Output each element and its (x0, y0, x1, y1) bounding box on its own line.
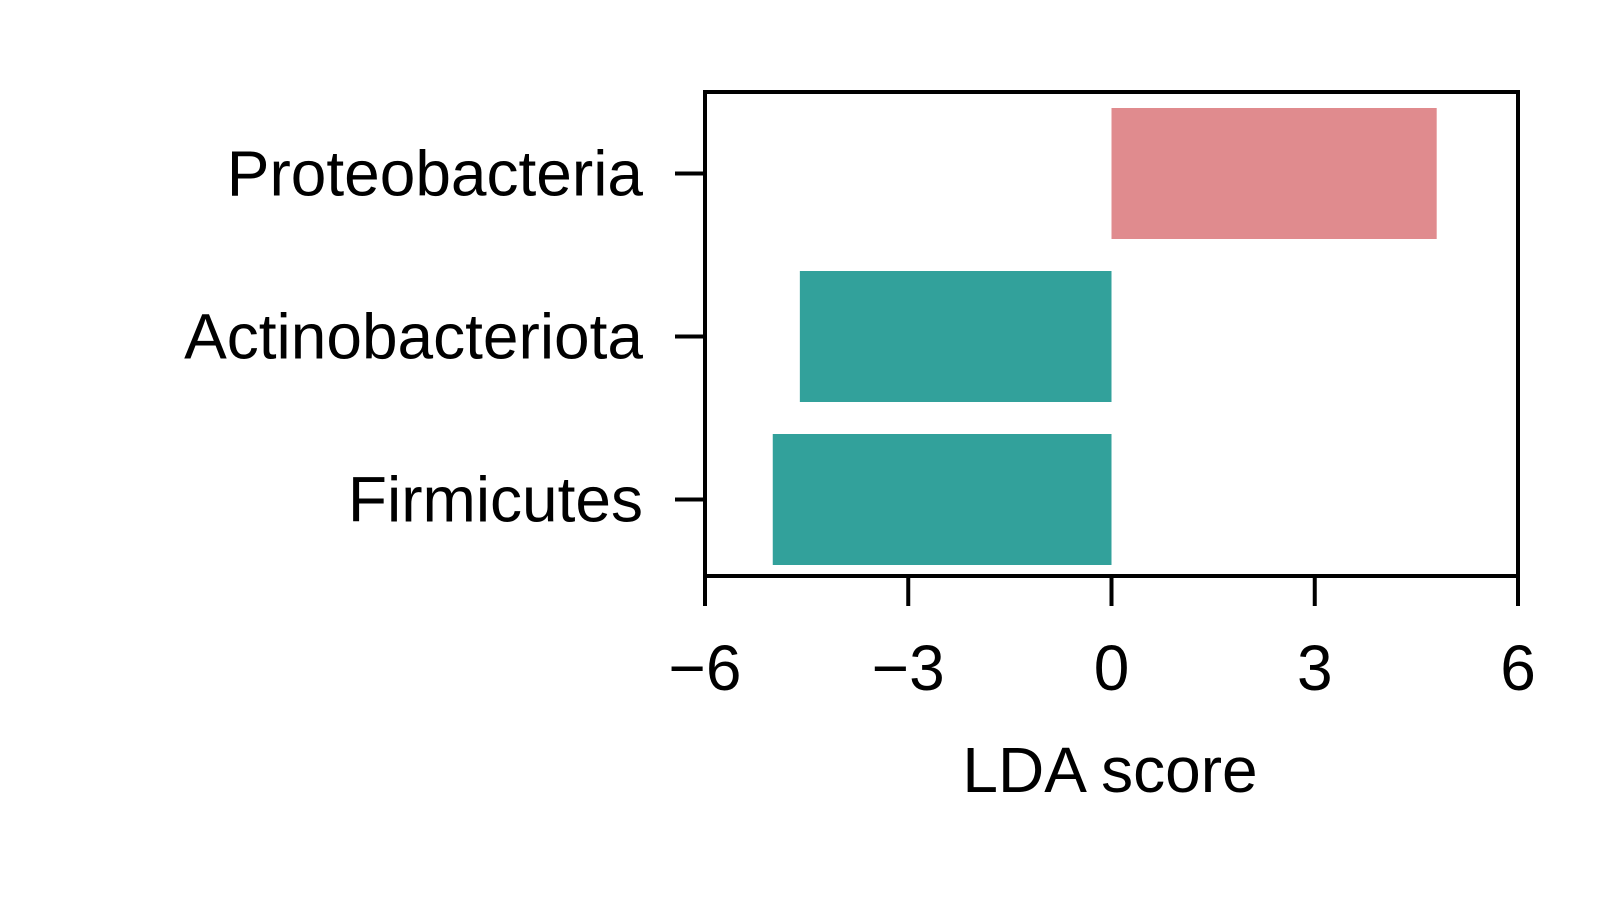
x-tick-label: 0 (1094, 632, 1130, 704)
x-tick-label: 6 (1500, 632, 1536, 704)
x-axis-label: LDA score (962, 734, 1257, 806)
x-axis: −6 −3 0 3 6 (669, 576, 1536, 704)
bars-group (772, 108, 1437, 565)
x-tick-label: −6 (669, 632, 742, 704)
y-tick-label: Actinobacteriota (184, 301, 643, 373)
bar-actinobacteriota (799, 271, 1112, 402)
x-tick-label: 3 (1297, 632, 1333, 704)
y-tick-label: Firmicutes (348, 464, 643, 536)
bar-firmicutes (772, 434, 1112, 565)
y-tick-label: Proteobacteria (227, 138, 644, 210)
bar-proteobacteria (1111, 108, 1437, 239)
x-tick-label: −3 (872, 632, 945, 704)
y-axis: Proteobacteria Actinobacteriota Firmicutes (184, 138, 705, 536)
